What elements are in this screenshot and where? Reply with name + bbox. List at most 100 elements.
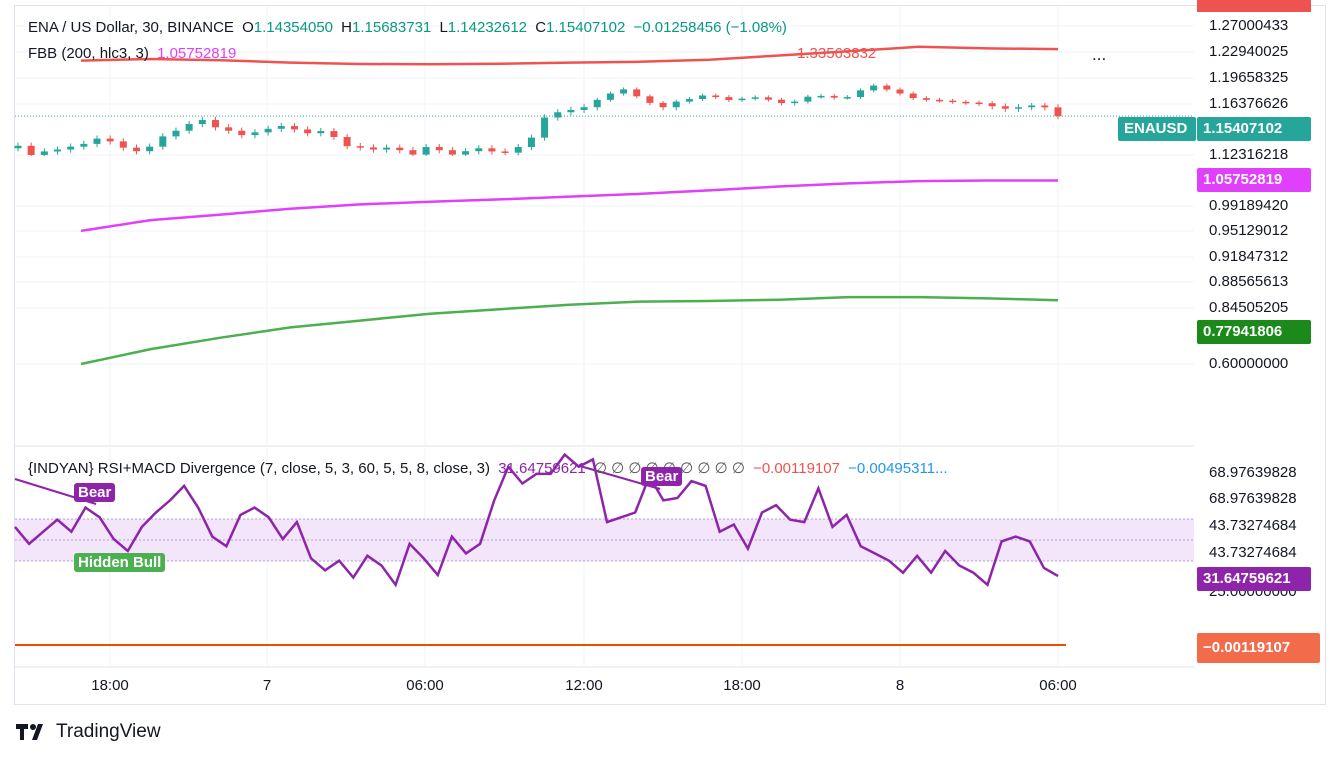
price-tick-label: 0.99189420 xyxy=(1209,197,1289,214)
candle-body xyxy=(330,131,338,137)
close-value: 1.15407102 xyxy=(546,19,626,36)
candle-body xyxy=(527,137,535,148)
candle-body xyxy=(119,141,127,148)
candle-body xyxy=(1001,106,1009,109)
symbol-tag: ENAUSD xyxy=(1118,117,1196,141)
open-value: 1.14354050 xyxy=(253,19,333,36)
candle-body xyxy=(1015,107,1023,109)
price-tick-label: 0.88565613 xyxy=(1209,273,1289,290)
symbol-title: ENA / US Dollar, 30, BINANCE xyxy=(28,19,234,36)
candle-body xyxy=(132,147,140,152)
candle-body xyxy=(40,151,48,155)
price-tick-label: 1.19658325 xyxy=(1209,69,1289,86)
rsi-tick-label: 43.73274684 xyxy=(1209,544,1297,561)
price-tick-label: 1.22940025 xyxy=(1209,43,1289,60)
rsi-label: {INDYAN} RSI+MACD Divergence (7, close, … xyxy=(28,460,491,477)
candle-body xyxy=(843,97,851,99)
candle-body xyxy=(738,98,746,101)
fbb-value: 1.05752819 xyxy=(157,45,237,62)
macd-value-1: −0.00119107 xyxy=(753,460,840,477)
candle-body xyxy=(422,147,430,155)
time-label: 06:00 xyxy=(406,677,444,694)
bear-tag-1: Bear xyxy=(74,483,116,502)
candle-body xyxy=(172,130,180,137)
candle-body xyxy=(211,120,219,128)
candle-body xyxy=(830,95,838,98)
candle-body xyxy=(1054,107,1062,117)
hidden-bull-tag: Hidden Bull xyxy=(74,553,166,572)
candle-body xyxy=(93,138,101,144)
high-label: H xyxy=(341,19,353,36)
candle-body xyxy=(580,107,588,110)
candle-body xyxy=(896,89,904,94)
candle-body xyxy=(817,95,825,98)
price-tick-label: 0.84505205 xyxy=(1209,299,1289,316)
bear-tag-2: Bear xyxy=(641,467,683,486)
candle-body xyxy=(462,151,470,155)
candle-body xyxy=(672,101,680,108)
macd-value-2: −0.00495311... xyxy=(848,460,948,477)
candle-body xyxy=(764,97,772,100)
fbb-middle-line xyxy=(80,179,1058,233)
candle-body xyxy=(949,100,957,103)
candle-body xyxy=(383,147,391,150)
macd-tag: −0.00119107 xyxy=(1197,633,1320,663)
candle-body xyxy=(277,126,285,129)
price-tick-label: 1.12316218 xyxy=(1209,146,1289,163)
candle-body xyxy=(909,93,917,99)
tradingview-logo[interactable]: TradingView xyxy=(16,721,161,743)
candle-body xyxy=(475,148,483,152)
main-chart[interactable] xyxy=(14,5,1194,705)
fbb-upper-line xyxy=(80,45,1059,66)
candle-body xyxy=(593,99,601,108)
rsi-last-tag: 31.64759621 xyxy=(1197,567,1311,591)
fbb-legend[interactable]: FBB (200, hlc3, 3) 1.05752819 xyxy=(28,45,240,62)
candle-body xyxy=(448,150,456,155)
candle-body xyxy=(14,145,22,149)
fbb-lower-tag: 0.77941806 xyxy=(1197,320,1311,344)
candle-body xyxy=(699,95,707,100)
rsi-line xyxy=(14,452,1059,588)
candle-body xyxy=(975,102,983,105)
candle-body xyxy=(1041,105,1049,108)
candle-body xyxy=(712,95,720,98)
low-label: L xyxy=(439,19,448,36)
candle-body xyxy=(1028,105,1036,108)
rsi-legend[interactable]: {INDYAN} RSI+MACD Divergence (7, close, … xyxy=(28,459,952,477)
candle-body xyxy=(554,112,562,118)
more-icon[interactable]: ... xyxy=(1092,45,1107,64)
candle-body xyxy=(53,149,61,152)
candle-body xyxy=(225,127,233,131)
candle-body xyxy=(343,136,351,147)
fbb-upper-value: 1.33563832 xyxy=(797,45,877,62)
low-value: 1.14232612 xyxy=(447,19,528,36)
candle-body xyxy=(659,102,667,108)
candle-body xyxy=(396,147,404,151)
candle-body xyxy=(988,103,996,107)
fbb-mid-tag: 1.05752819 xyxy=(1197,168,1311,192)
candle-body xyxy=(606,93,614,100)
candle-body xyxy=(67,146,75,150)
candle-body xyxy=(185,124,193,131)
candle-body xyxy=(409,150,417,155)
upper-band-tag xyxy=(1197,0,1311,12)
candle-body xyxy=(962,101,970,104)
time-label: 18:00 xyxy=(723,677,761,694)
candle-body xyxy=(567,109,575,113)
chart-frame xyxy=(14,5,1326,705)
candle-body xyxy=(501,151,509,153)
candle-body xyxy=(778,99,786,104)
candle-body xyxy=(159,136,167,147)
candle-body xyxy=(356,146,364,148)
candle-body xyxy=(106,138,114,142)
candle-body xyxy=(620,89,628,94)
open-label: O xyxy=(242,19,254,36)
last-price-tag: 1.15407102 xyxy=(1197,117,1311,141)
price-tick-label: 0.91847312 xyxy=(1209,248,1289,265)
candle-body xyxy=(317,131,325,134)
candle-body xyxy=(435,147,443,151)
candle-body xyxy=(27,145,35,155)
candle-body xyxy=(857,90,865,98)
candle-body xyxy=(251,132,259,136)
candle-body xyxy=(290,126,298,130)
